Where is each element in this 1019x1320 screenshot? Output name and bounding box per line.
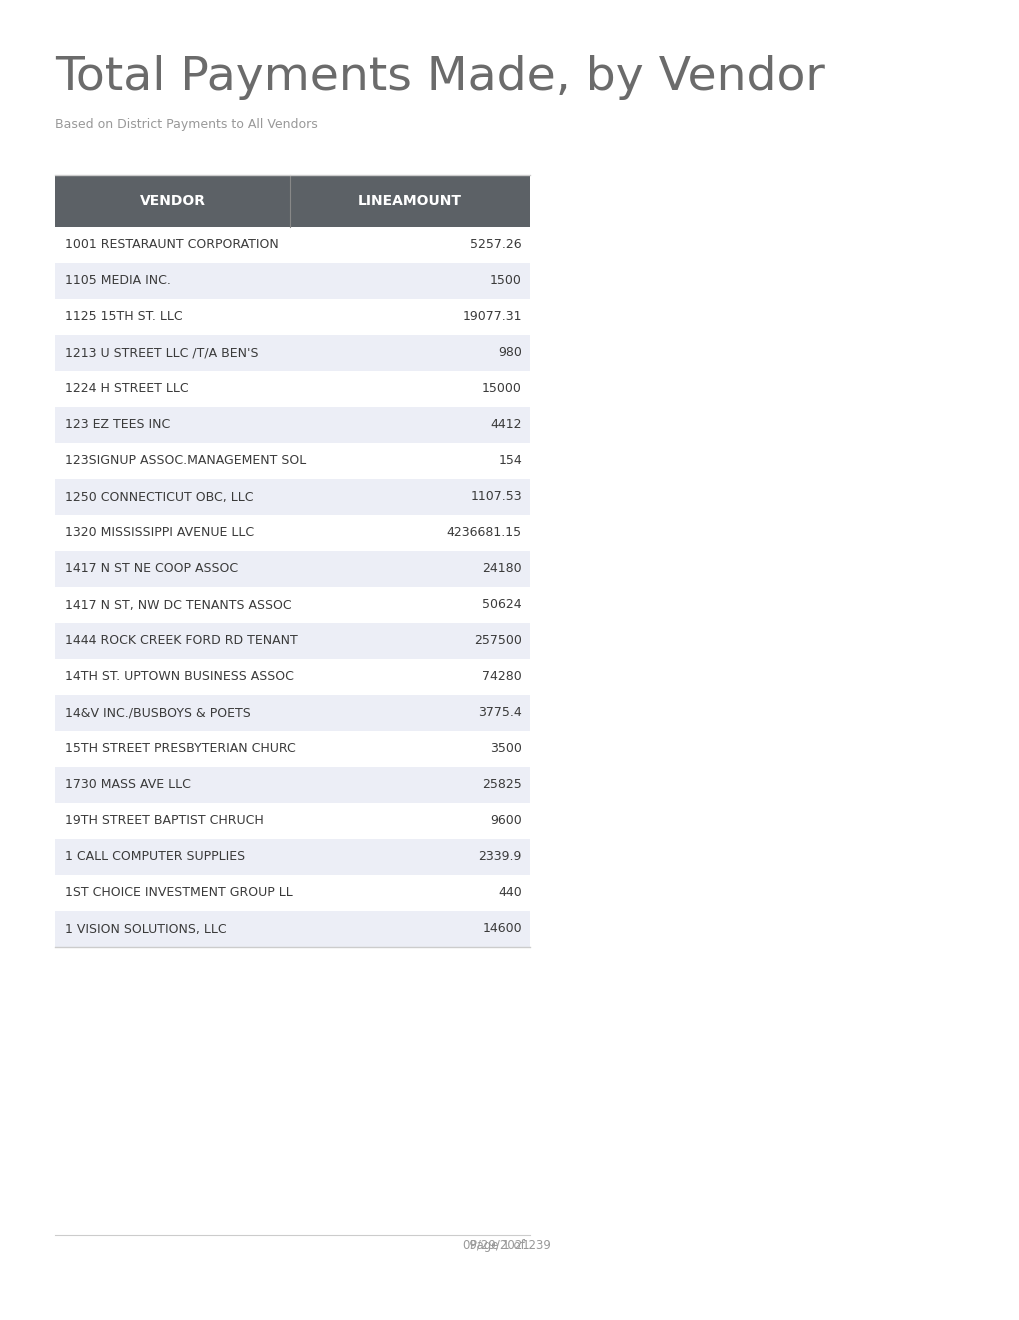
Text: 50624: 50624	[482, 598, 522, 611]
Text: 2339.9: 2339.9	[478, 850, 522, 863]
Text: 9600: 9600	[490, 814, 522, 828]
Text: 1 CALL COMPUTER SUPPLIES: 1 CALL COMPUTER SUPPLIES	[65, 850, 245, 863]
Text: 123SIGNUP ASSOC.MANAGEMENT SOL: 123SIGNUP ASSOC.MANAGEMENT SOL	[65, 454, 306, 467]
Bar	[55, 227, 530, 263]
Text: 1107.53: 1107.53	[470, 491, 522, 503]
Text: 3775.4: 3775.4	[478, 706, 522, 719]
Text: 123 EZ TEES INC: 123 EZ TEES INC	[65, 418, 170, 432]
Text: 1213 U STREET LLC /T/A BEN'S: 1213 U STREET LLC /T/A BEN'S	[65, 346, 258, 359]
Bar	[55, 407, 530, 444]
Text: 14600: 14600	[482, 923, 522, 936]
Text: 5257.26: 5257.26	[470, 239, 522, 252]
Bar	[55, 803, 530, 840]
Text: 15TH STREET PRESBYTERIAN CHURC: 15TH STREET PRESBYTERIAN CHURC	[65, 742, 296, 755]
Bar	[55, 840, 530, 875]
Bar	[55, 623, 530, 659]
Bar	[55, 731, 530, 767]
Text: 1ST CHOICE INVESTMENT GROUP LL: 1ST CHOICE INVESTMENT GROUP LL	[65, 887, 292, 899]
Bar	[55, 587, 530, 623]
Text: 19TH STREET BAPTIST CHRUCH: 19TH STREET BAPTIST CHRUCH	[65, 814, 264, 828]
Text: 14&V INC./BUSBOYS & POETS: 14&V INC./BUSBOYS & POETS	[65, 706, 251, 719]
Text: 14TH ST. UPTOWN BUSINESS ASSOC: 14TH ST. UPTOWN BUSINESS ASSOC	[65, 671, 293, 684]
Text: 1730 MASS AVE LLC: 1730 MASS AVE LLC	[65, 779, 191, 792]
Bar	[55, 875, 530, 911]
Text: 1250 CONNECTICUT OBC, LLC: 1250 CONNECTICUT OBC, LLC	[65, 491, 254, 503]
Text: 1417 N ST, NW DC TENANTS ASSOC: 1417 N ST, NW DC TENANTS ASSOC	[65, 598, 291, 611]
Text: 440: 440	[497, 887, 522, 899]
Bar	[55, 371, 530, 407]
Text: 74280: 74280	[482, 671, 522, 684]
Text: 980: 980	[497, 346, 522, 359]
Bar	[55, 659, 530, 696]
Text: Page 1 of 239: Page 1 of 239	[469, 1238, 550, 1251]
Bar	[55, 263, 530, 300]
Text: 15000: 15000	[482, 383, 522, 396]
Bar	[55, 300, 530, 335]
Text: 24180: 24180	[482, 562, 522, 576]
Bar	[55, 911, 530, 946]
Text: 25825: 25825	[482, 779, 522, 792]
Text: 154: 154	[497, 454, 522, 467]
Bar	[55, 479, 530, 515]
Text: 1125 15TH ST. LLC: 1125 15TH ST. LLC	[65, 310, 182, 323]
Bar	[55, 176, 530, 227]
Bar	[55, 444, 530, 479]
Text: VENDOR: VENDOR	[140, 194, 205, 209]
Bar	[55, 550, 530, 587]
Text: 1105 MEDIA INC.: 1105 MEDIA INC.	[65, 275, 171, 288]
Text: 1 VISION SOLUTIONS, LLC: 1 VISION SOLUTIONS, LLC	[65, 923, 226, 936]
Text: 4236681.15: 4236681.15	[446, 527, 522, 540]
Text: 09/29/2021: 09/29/2021	[462, 1238, 530, 1251]
Bar	[55, 515, 530, 550]
Bar	[55, 335, 530, 371]
Text: 257500: 257500	[474, 635, 522, 648]
Text: 1001 RESTARAUNT CORPORATION: 1001 RESTARAUNT CORPORATION	[65, 239, 278, 252]
Text: LINEAMOUNT: LINEAMOUNT	[358, 194, 462, 209]
Text: 3500: 3500	[490, 742, 522, 755]
Text: 1320 MISSISSIPPI AVENUE LLC: 1320 MISSISSIPPI AVENUE LLC	[65, 527, 254, 540]
Text: Based on District Payments to All Vendors: Based on District Payments to All Vendor…	[55, 117, 318, 131]
Text: 1224 H STREET LLC: 1224 H STREET LLC	[65, 383, 189, 396]
Text: 1444 ROCK CREEK FORD RD TENANT: 1444 ROCK CREEK FORD RD TENANT	[65, 635, 298, 648]
Text: 19077.31: 19077.31	[462, 310, 522, 323]
Bar	[55, 767, 530, 803]
Text: Total Payments Made, by Vendor: Total Payments Made, by Vendor	[55, 55, 824, 100]
Text: 4412: 4412	[490, 418, 522, 432]
Text: 1417 N ST NE COOP ASSOC: 1417 N ST NE COOP ASSOC	[65, 562, 237, 576]
Bar	[55, 696, 530, 731]
Text: 1500: 1500	[490, 275, 522, 288]
